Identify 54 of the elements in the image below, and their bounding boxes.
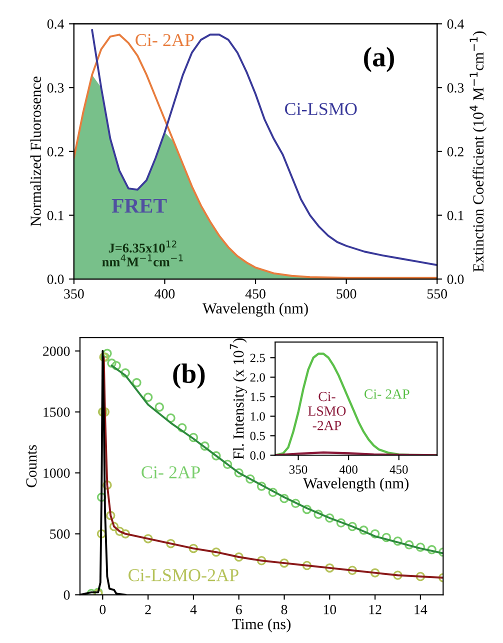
x-tick-label: 550: [428, 289, 447, 299]
y2-tick-label: 0.3: [447, 83, 464, 93]
x-tick-label: 400: [339, 465, 358, 474]
x-axis-title: Time (ns): [232, 618, 291, 632]
y-tick-label: 0.0: [47, 274, 64, 284]
y-tick-label: 0.0: [250, 451, 265, 460]
text: J=6.35x10$^{12}$ nm$^{4}$M$^{−1}$cm$^{−1}$: [102, 240, 183, 266]
series-label: Ci- LSMO -2AP: [308, 392, 346, 430]
series-label: Ci- 2AP: [136, 34, 194, 46]
y-tick-label: 1.5: [250, 392, 265, 402]
annotation: (a): [364, 46, 394, 72]
y2-axis-title: Extinction Coefficient (10$^{4}$ M$^{−1}$cm$^{−1}$): [470, 31, 487, 272]
y-axis-title: Normalized Fluorosence: [30, 76, 41, 226]
y-tick-label: 1.0: [250, 412, 265, 421]
x-tick-label: 0: [100, 604, 106, 614]
y-tick-label: 0.2: [47, 147, 64, 156]
x-tick-label: 500: [336, 289, 356, 299]
x-tick-label: 10: [324, 604, 336, 614]
y-tick-label: 1000: [44, 468, 70, 478]
y-tick-label: 0.1: [47, 210, 64, 220]
x-tick-label: 2: [145, 604, 151, 614]
x-tick-label: 350: [64, 289, 84, 299]
x-tick-label: 350: [290, 465, 308, 474]
x-axis-title: Wavelength (nm): [202, 302, 308, 317]
y-tick-label: 0: [64, 590, 70, 600]
series-label: Ci- 2AP: [142, 466, 200, 478]
y2-tick-label: 0.2: [447, 147, 464, 156]
x-tick-label: 4: [190, 604, 197, 614]
x-tick-label: 12: [369, 604, 382, 614]
y2-tick-label: 0.1: [447, 210, 464, 220]
y-axis-title: Fl. Intensity (x 10$^{7}$): [230, 338, 247, 460]
y-tick-label: 2000: [43, 346, 70, 356]
y-tick-label: 1500: [44, 408, 70, 417]
y-axis-title: Counts: [26, 445, 37, 488]
annotation: (b): [173, 364, 205, 389]
series-label: Ci- 2AP: [364, 389, 410, 399]
y-tick-label: 2.5: [250, 354, 265, 362]
y-tick-label: 0.3: [47, 83, 64, 93]
y-tick-label: 500: [50, 529, 70, 539]
series-label: Ci-LSMO: [285, 102, 357, 116]
y2-tick-label: 0.4: [447, 19, 464, 29]
x-tick-label: 450: [245, 289, 266, 299]
series-label: Ci-LSMO-2AP: [128, 569, 238, 582]
x-tick-label: 8: [281, 604, 288, 614]
y2-tick-label: 0.0: [447, 274, 464, 284]
annotation: FRET: [112, 198, 167, 213]
y-tick-label: 0.5: [250, 432, 265, 440]
y-tick-label: 2.0: [250, 373, 265, 382]
x-tick-label: 14: [414, 604, 428, 614]
y-tick-label: 0.4: [47, 19, 64, 29]
x-axis-title: Wavelength (nm): [303, 478, 409, 492]
x-tick-label: 450: [390, 465, 408, 474]
x-tick-label: 400: [154, 289, 175, 299]
x-tick-label: 6: [236, 604, 242, 614]
